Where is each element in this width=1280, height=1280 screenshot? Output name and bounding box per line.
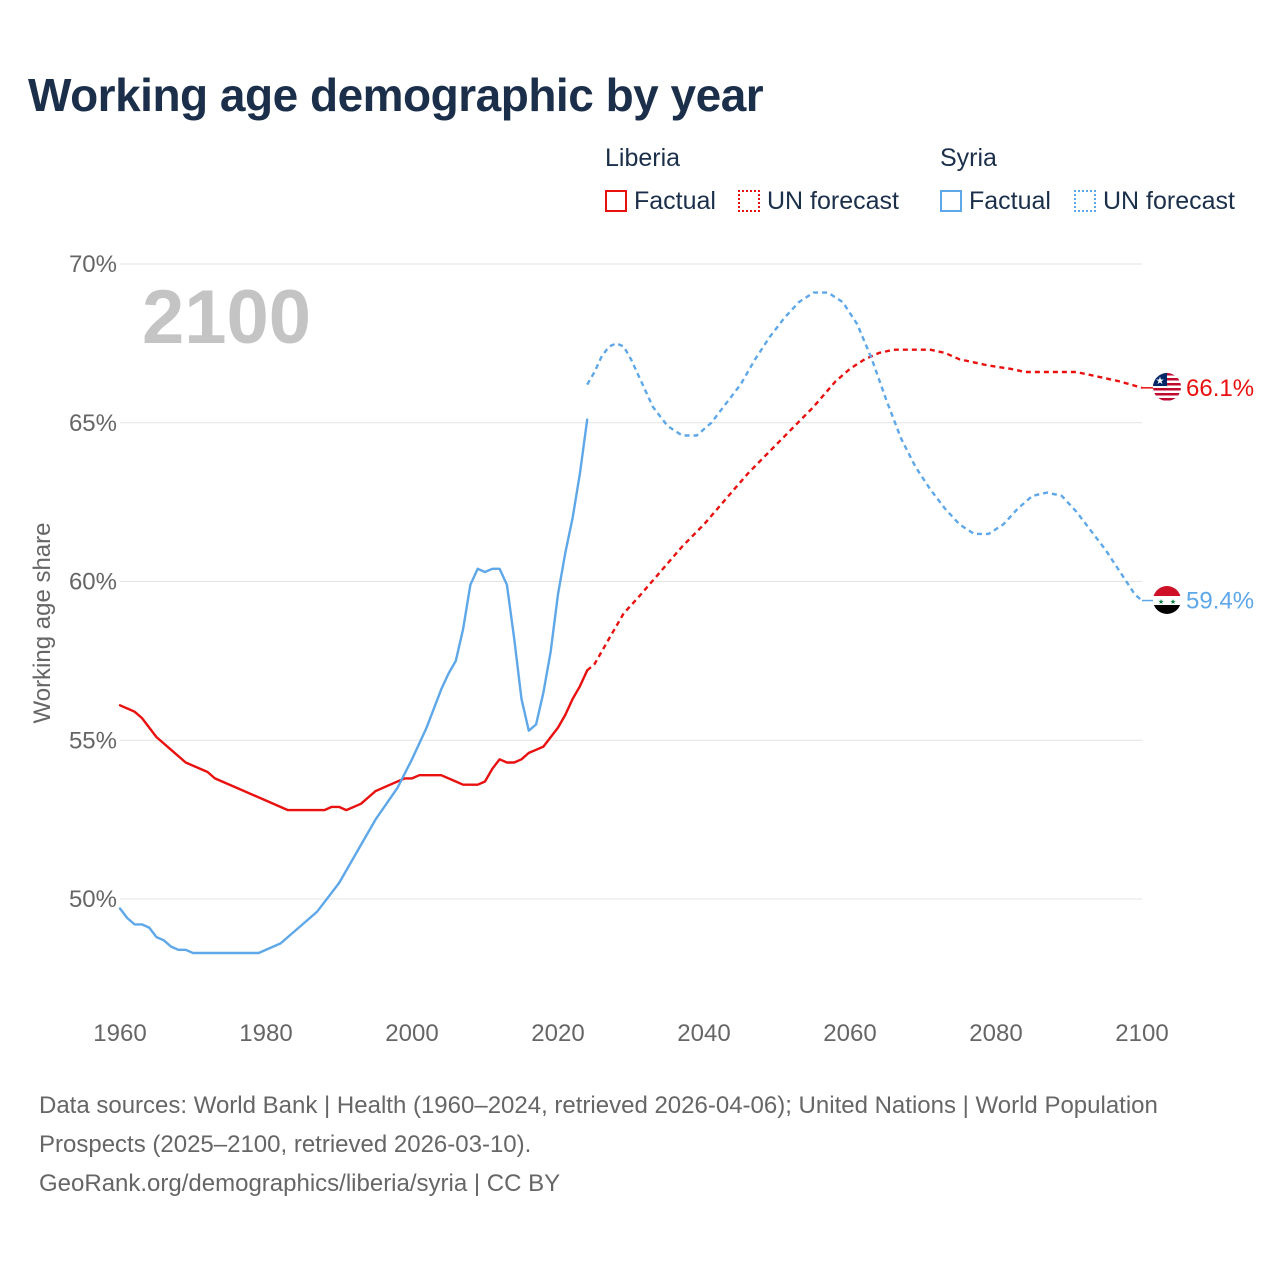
syria-flag-icon: ★ ★ <box>1153 586 1181 614</box>
chart-title: Working age demographic by year <box>28 69 764 121</box>
legend-liberia-factual[interactable]: Factual <box>605 186 716 216</box>
legend-label-syria-factual: Factual <box>969 186 1051 215</box>
legend-swatch-syria-factual <box>940 190 962 212</box>
legend-syria-forecast[interactable]: UN forecast <box>1074 186 1235 216</box>
svg-text:★: ★ <box>1156 376 1165 387</box>
x-tick-label: 2100 <box>1115 1020 1168 1047</box>
legend-label-liberia-forecast: UN forecast <box>767 186 899 215</box>
legend-label-liberia-factual: Factual <box>634 186 716 215</box>
svg-text:★: ★ <box>1158 598 1164 606</box>
y-tick-label: 50% <box>69 886 117 913</box>
gridlines <box>120 263 1142 900</box>
year-watermark: 2100 <box>142 275 311 360</box>
liberia-end-value-label: 66.1% <box>1186 375 1254 402</box>
x-tick-label: 1960 <box>93 1020 146 1047</box>
x-tick-label: 1980 <box>239 1020 292 1047</box>
series-lines <box>118 291 1143 955</box>
legend-title-liberia: Liberia <box>605 144 681 172</box>
x-axis-ticks: 1960 1980 2000 2020 2040 2060 2080 2100 <box>93 1020 1168 1047</box>
liberia-flag-icon: ★ <box>1153 373 1181 401</box>
y-tick-label: 60% <box>69 569 117 596</box>
legend-liberia-forecast[interactable]: UN forecast <box>738 186 899 216</box>
syria-end-value-label: 59.4% <box>1186 588 1254 615</box>
legend-syria-factual[interactable]: Factual <box>940 186 1051 216</box>
x-tick-label: 2040 <box>677 1020 730 1047</box>
x-tick-label: 2060 <box>823 1020 876 1047</box>
y-tick-label: 55% <box>69 727 117 754</box>
footer-data-sources: Data sources: World Bank | Health (1960–… <box>39 1092 1158 1158</box>
syria-factual-line[interactable] <box>118 418 589 955</box>
y-tick-label: 65% <box>69 410 117 437</box>
y-axis-label: Working age share <box>29 523 56 724</box>
legend-swatch-liberia-forecast <box>738 190 760 212</box>
x-tick-label: 2020 <box>531 1020 584 1047</box>
legend-swatch-liberia-factual <box>605 190 627 212</box>
end-labels: 66.1% 59.4% <box>1142 375 1254 615</box>
legend-title-syria: Syria <box>940 144 997 172</box>
y-axis-ticks: 50% 55% 60% 65% 70% <box>69 251 117 913</box>
x-tick-label: 2080 <box>969 1020 1022 1047</box>
syria-forecast-line[interactable] <box>586 291 1143 602</box>
x-tick-label: 2000 <box>385 1020 438 1047</box>
liberia-factual-line[interactable] <box>118 669 589 812</box>
liberia-forecast-line[interactable] <box>586 348 1143 672</box>
legend-label-syria-forecast: UN forecast <box>1103 186 1235 215</box>
footer-attribution[interactable]: GeoRank.org/demographics/liberia/syria |… <box>39 1170 561 1197</box>
line-chart: 2100 50% 55% 60% 65% 70% 1960 1980 2000 2020 204… <box>29 251 1254 1047</box>
footer-sources: Data sources: World Bank | Health (1960–… <box>39 1086 1239 1203</box>
legend-swatch-syria-forecast <box>1074 190 1096 212</box>
y-tick-label: 70% <box>69 251 117 278</box>
svg-text:★: ★ <box>1170 598 1176 606</box>
